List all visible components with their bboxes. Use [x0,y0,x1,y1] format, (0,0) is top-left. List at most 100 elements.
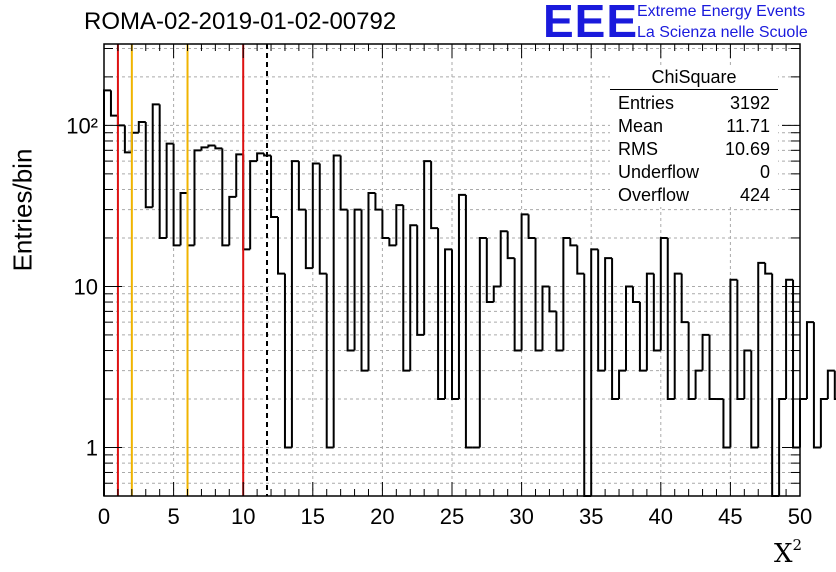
histogram-bin [311,162,320,269]
histogram-bars [103,89,836,497]
histogram-bin [736,279,745,401]
histogram-bin [764,262,773,275]
marker-lines [116,44,269,496]
histogram-bin [457,193,466,400]
histogram-bin [534,237,543,352]
histogram-bin [374,193,383,211]
histogram-bin [444,248,452,400]
stats-box: ChiSquare Entries 3192 Mean 11.71 RMS 10… [610,67,778,207]
histogram-bin [652,273,661,352]
stats-row-entries: Entries 3192 [610,92,778,115]
y-tick-label: 10 [74,274,98,299]
histogram-bin [235,153,244,197]
histogram-bin [214,145,223,150]
histogram-bin [297,161,306,211]
logo-line-2: La Scienza nelle Scuole [637,24,808,41]
histogram-bin [792,279,800,449]
histogram-bin [263,153,272,157]
histogram-bin [778,398,787,496]
histogram-bin [395,204,404,246]
histogram-bin [409,224,418,371]
histogram-bin [485,237,494,304]
histogram-bin [833,370,836,401]
eee-logo: EEE [543,0,639,47]
x-tick-label: 35 [579,504,603,529]
histogram-bin [506,231,515,260]
x-axis-label: X2 [773,536,802,569]
histogram-bin [151,103,160,208]
histogram-bin [722,399,731,449]
x-ticks: 0 5 10 15 20 25 30 35 40 45 50 [98,44,812,529]
histogram-bin [158,104,167,239]
histogram-bin [569,237,578,247]
histogram-bin [673,272,682,400]
histogram-bin [645,272,654,371]
logo-line-1: Extreme Energy Events [637,3,806,20]
histogram-bin [109,90,118,117]
x-tick-label: 20 [370,504,394,529]
histogram-bin [555,311,564,352]
histogram-bin [172,143,181,247]
histogram-bin [137,120,146,133]
histogram-bin [541,285,550,351]
x-tick-label: 45 [718,504,742,529]
histogram-bin [123,125,132,154]
histogram-bin [687,322,696,401]
histogram-bin [388,237,397,247]
histogram-bin [701,333,710,371]
histogram-bin [638,302,647,372]
x-tick-label: 0 [98,504,110,529]
stats-row-underflow: Underflow 0 [610,161,778,184]
histogram-bin [207,144,216,148]
histogram-bin [283,273,292,449]
x-tick-label: 5 [167,504,179,529]
grid [104,44,800,496]
histogram-bin [270,155,278,218]
histogram-bin [513,258,522,352]
histogram-bin [304,209,313,270]
histogram-bin [249,160,258,250]
histogram-bin [548,286,557,313]
histogram-bin [290,160,299,448]
stats-value: 424 [739,185,770,205]
histogram-bin [242,154,251,251]
histogram-bin [611,258,620,401]
histogram-bin [805,321,814,400]
histogram-bin [631,286,640,304]
histogram-bin [604,257,613,371]
histogram-bin [464,194,473,449]
histogram-bin [402,205,411,372]
histogram-bin [360,209,369,372]
stats-label: Underflow [618,162,700,182]
histogram-bin [256,152,265,162]
histogram-bin [590,248,599,496]
histogram-bin [221,148,230,247]
histogram-bin [492,285,501,303]
histogram-bin [743,349,752,400]
histogram-bin [659,236,668,351]
histogram-bin [576,245,585,275]
stats-label: Overflow [618,185,690,205]
stats-row-mean: Mean 11.71 [610,115,778,138]
histogram-bin [381,209,390,239]
histogram-bin [694,369,703,400]
histogram-bin [819,398,828,448]
histogram-bin [799,398,807,448]
histogram-bin [353,208,362,351]
histogram-bin [597,249,606,372]
x-tick-label: 40 [649,504,673,529]
x-tick-label: 50 [788,504,812,529]
histogram-bin [729,278,738,448]
histogram-bin [116,115,125,127]
histogram-bin [416,225,425,336]
stats-title: ChiSquare [610,67,778,90]
stats-label: RMS [618,139,658,159]
histogram-bin [179,192,188,246]
histogram-bin [103,89,111,496]
x-tick-label: 25 [440,504,464,529]
x-tick-label: 15 [301,504,325,529]
stats-value: 3192 [729,93,770,113]
histogram-bin [785,278,794,400]
histogram-bin [346,209,355,352]
